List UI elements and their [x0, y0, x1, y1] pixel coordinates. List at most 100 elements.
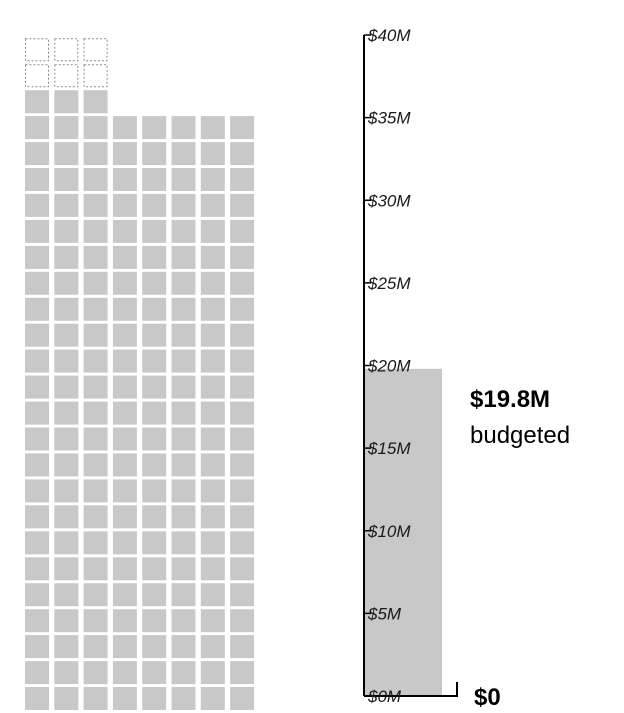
- waffle-cell-filled: [230, 661, 255, 685]
- waffle-cell-filled: [200, 453, 225, 477]
- waffle-cell-filled: [200, 168, 225, 191]
- waffle-cell-filled: [142, 427, 167, 451]
- waffle-cell-filled: [25, 583, 49, 607]
- waffle-cell-filled: [25, 531, 49, 555]
- waffle-cell-filled: [54, 557, 79, 581]
- waffle-cell-filled: [25, 219, 49, 243]
- waffle-cell-filled: [171, 661, 196, 685]
- waffle-cell-filled: [142, 116, 167, 140]
- waffle-cell-filled: [142, 401, 167, 425]
- waffle-cell-filled: [171, 453, 196, 477]
- waffle-cell-filled: [200, 375, 225, 399]
- waffle-cell-filled: [142, 531, 167, 555]
- waffle-cell-filled: [142, 349, 167, 373]
- waffle-cell-filled: [112, 531, 137, 555]
- waffle-cell-filled: [83, 349, 108, 373]
- y-axis-tick-label: $20M: [367, 357, 411, 376]
- waffle-cell-filled: [83, 323, 108, 347]
- waffle-cell-filled: [230, 142, 255, 166]
- waffle-cell-filled: [171, 505, 196, 529]
- waffle-cell-filled: [54, 90, 79, 114]
- waffle-cell-filled: [112, 453, 137, 477]
- y-axis-tick-label: $25M: [367, 274, 411, 293]
- waffle-cell-filled: [200, 297, 225, 321]
- waffle-cell-filled: [171, 142, 196, 166]
- waffle-cell-filled: [230, 219, 255, 243]
- waffle-cell-filled: [171, 349, 196, 373]
- waffle-cell-filled: [171, 375, 196, 399]
- waffle-cell-filled: [25, 401, 49, 425]
- waffle-cell-filled: [83, 271, 108, 295]
- waffle-cell-filled: [83, 168, 108, 191]
- waffle-cell-filled: [83, 609, 108, 633]
- waffle-cell-filled: [25, 193, 49, 217]
- waffle-cell-filled: [142, 219, 167, 243]
- waffle-cell-filled: [112, 193, 137, 217]
- waffle-cell-filled: [25, 635, 49, 659]
- waffle-cell-filled: [171, 168, 196, 191]
- waffle-cell-filled: [200, 557, 225, 581]
- waffle-cell-filled: [83, 479, 108, 503]
- waffle-cell-filled: [54, 531, 79, 555]
- waffle-cell-filled: [54, 349, 79, 373]
- waffle-cell-filled: [171, 245, 196, 269]
- waffle-cell-filled: [83, 583, 108, 607]
- budget-bar: [364, 368, 442, 696]
- y-axis-tick-label: $40M: [367, 26, 411, 45]
- waffle-cell-filled: [112, 427, 137, 451]
- waffle-cell-filled: [112, 297, 137, 321]
- waffle-cell-filled: [54, 142, 79, 166]
- waffle-cell-filled: [200, 245, 225, 269]
- waffle-cell-filled: [171, 297, 196, 321]
- waffle-cell-filled: [112, 661, 137, 685]
- waffle-cell-filled: [112, 635, 137, 659]
- waffle-cell-filled: [25, 116, 49, 140]
- waffle-cell-filled: [83, 375, 108, 399]
- waffle-cell-filled: [230, 297, 255, 321]
- waffle-cell-filled: [200, 116, 225, 140]
- waffle-cell-filled: [112, 687, 137, 710]
- waffle-cell-filled: [230, 609, 255, 633]
- waffle-cell-filled: [171, 193, 196, 217]
- waffle-cell-filled: [171, 401, 196, 425]
- waffle-cell-filled: [230, 479, 255, 503]
- waffle-cell-filled: [200, 427, 225, 451]
- waffle-cell-filled: [25, 479, 49, 503]
- budget-caption-label: budgeted: [470, 422, 570, 449]
- waffle-cell-empty: [83, 64, 108, 88]
- budget-value-label: $19.8M: [470, 386, 550, 413]
- waffle-cell-filled: [142, 193, 167, 217]
- waffle-cell-filled: [83, 635, 108, 659]
- waffle-cell-filled: [25, 375, 49, 399]
- waffle-cell-filled: [171, 635, 196, 659]
- waffle-cell-filled: [25, 90, 49, 114]
- waffle-cell-filled: [83, 453, 108, 477]
- waffle-cell-filled: [83, 427, 108, 451]
- waffle-cell-filled: [54, 401, 79, 425]
- waffle-cell-filled: [230, 557, 255, 581]
- waffle-cell-filled: [142, 635, 167, 659]
- baseline-value-label: $0: [474, 684, 501, 711]
- waffle-cell-filled: [200, 635, 225, 659]
- waffle-cell-filled: [200, 193, 225, 217]
- waffle-cell-empty: [25, 64, 49, 88]
- waffle-cell-filled: [83, 193, 108, 217]
- waffle-cell-filled: [83, 687, 108, 710]
- y-axis-tick-label: $10M: [367, 522, 411, 541]
- waffle-cell-filled: [230, 453, 255, 477]
- waffle-cell-filled: [83, 297, 108, 321]
- waffle-cell-filled: [83, 90, 108, 114]
- y-axis-tick-label: $15M: [367, 439, 411, 458]
- waffle-cell-filled: [112, 219, 137, 243]
- waffle-cell-filled: [142, 505, 167, 529]
- waffle-cell-filled: [54, 193, 79, 217]
- waffle-cell-filled: [200, 349, 225, 373]
- waffle-cell-filled: [25, 687, 49, 710]
- waffle-cell-filled: [230, 427, 255, 451]
- waffle-cell-filled: [171, 323, 196, 347]
- waffle-cell-filled: [171, 687, 196, 710]
- waffle-cell-filled: [83, 245, 108, 269]
- waffle-cell-filled: [142, 375, 167, 399]
- waffle-cell-filled: [230, 531, 255, 555]
- waffle-cell-filled: [171, 427, 196, 451]
